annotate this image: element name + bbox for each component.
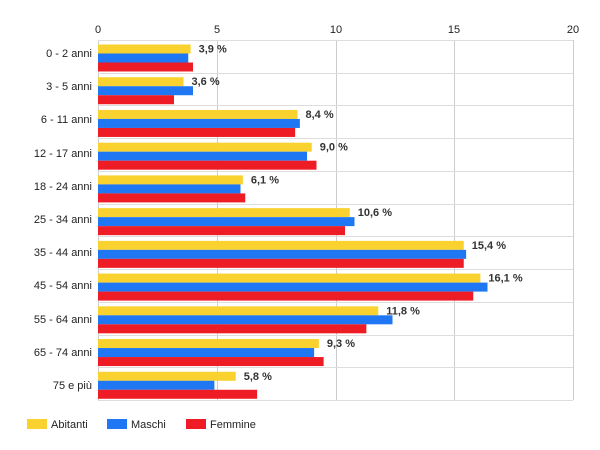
bar-femmine xyxy=(98,324,367,334)
legend-label-femmine: Femmine xyxy=(210,419,256,431)
data-label: 15,4 % xyxy=(472,240,506,252)
category-label: 3 - 5 anni xyxy=(46,81,92,93)
bar-abitanti xyxy=(98,142,312,152)
bar-maschi xyxy=(98,53,189,63)
legend-swatch-maschi xyxy=(107,419,127,429)
data-label: 11,8 % xyxy=(386,305,420,317)
bar-maschi xyxy=(98,86,193,96)
bar-femmine xyxy=(98,226,345,236)
legend-label-maschi: Maschi xyxy=(131,419,166,431)
bar-maschi xyxy=(98,380,215,390)
bar-femmine xyxy=(98,193,246,203)
data-label: 3,6 % xyxy=(192,76,220,88)
bar-abitanti xyxy=(98,175,243,185)
bar-abitanti xyxy=(98,306,379,316)
bar-femmine xyxy=(98,127,296,137)
category-label: 65 - 74 anni xyxy=(34,347,92,359)
data-label: 6,1 % xyxy=(251,174,279,186)
bar-abitanti xyxy=(98,240,464,250)
bar-abitanti xyxy=(98,208,350,218)
bar-maschi xyxy=(98,315,393,325)
bars xyxy=(98,44,488,399)
data-label: 10,6 % xyxy=(358,207,392,219)
data-labels: 3,9 % 3,6 % 8,4 % 9,0 % 6,1 % 10,6 % 15,… xyxy=(192,44,523,383)
bar-femmine xyxy=(98,95,174,105)
category-label: 18 - 24 anni xyxy=(34,181,92,193)
bar-maschi xyxy=(98,151,307,161)
legend-swatch-femmine xyxy=(186,419,206,429)
bar-maschi xyxy=(98,217,355,227)
grid-lines xyxy=(98,40,574,401)
bar-abitanti xyxy=(98,371,236,381)
legend-label-abitanti: Abitanti xyxy=(51,419,88,431)
bar-maschi xyxy=(98,118,300,128)
bar-femmine xyxy=(98,160,317,170)
legend: Abitanti Maschi Femmine xyxy=(27,419,256,431)
x-tick-label: 0 xyxy=(95,24,101,36)
category-label: 45 - 54 anni xyxy=(34,280,92,292)
bar-maschi xyxy=(98,184,241,194)
category-label: 0 - 2 anni xyxy=(46,48,92,60)
x-tick-label: 5 xyxy=(214,24,220,36)
bar-maschi xyxy=(98,249,467,259)
category-label: 6 - 11 anni xyxy=(41,114,92,126)
data-label: 5,8 % xyxy=(244,371,272,383)
x-tick-label: 10 xyxy=(330,24,342,36)
bar-femmine xyxy=(98,258,464,268)
category-label: 25 - 34 anni xyxy=(34,214,92,226)
x-axis-ticks: 0 5 10 15 20 xyxy=(95,24,579,36)
bar-femmine xyxy=(98,62,193,72)
category-label: 12 - 17 anni xyxy=(34,148,92,160)
bar-abitanti xyxy=(98,109,298,119)
bar-abitanti xyxy=(98,339,319,349)
bar-abitanti xyxy=(98,273,481,283)
category-label: 35 - 44 anni xyxy=(34,247,92,259)
bar-maschi xyxy=(98,348,315,358)
x-tick-label: 15 xyxy=(448,24,460,36)
bar-femmine xyxy=(98,389,258,399)
x-tick-label: 20 xyxy=(567,24,579,36)
data-label: 9,3 % xyxy=(327,338,355,350)
data-label: 3,9 % xyxy=(199,44,227,56)
data-label: 9,0 % xyxy=(320,142,348,154)
bar-femmine xyxy=(98,357,324,367)
bar-abitanti xyxy=(98,77,184,87)
legend-swatch-abitanti xyxy=(27,419,47,429)
bar-maschi xyxy=(98,282,488,292)
data-label: 8,4 % xyxy=(306,109,334,121)
bar-abitanti xyxy=(98,44,191,54)
data-label: 16,1 % xyxy=(488,273,522,285)
category-label: 55 - 64 anni xyxy=(34,314,92,326)
category-label: 75 e più xyxy=(53,380,92,392)
category-labels: 0 - 2 anni 3 - 5 anni 6 - 11 anni 12 - 1… xyxy=(34,48,92,392)
bar-femmine xyxy=(98,291,474,301)
